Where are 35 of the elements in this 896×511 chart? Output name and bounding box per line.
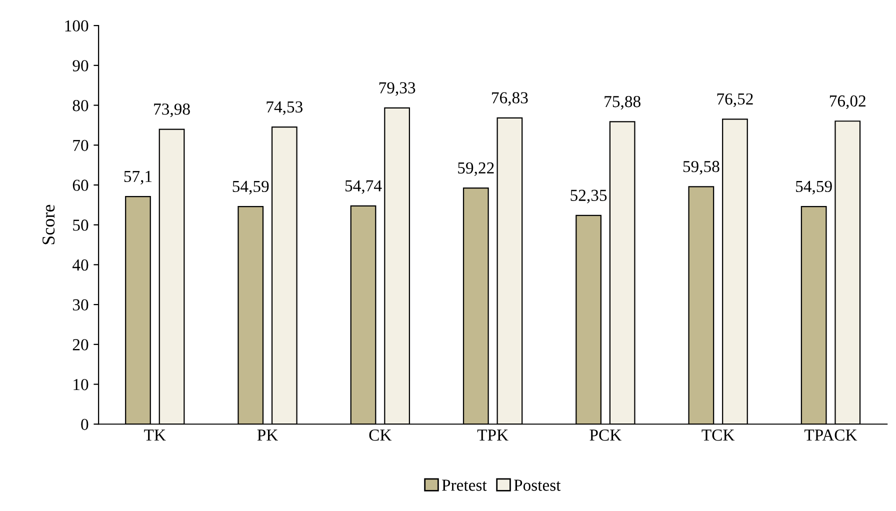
y-tick-label: 100 <box>65 20 88 32</box>
y-axis-title: Score <box>42 204 55 244</box>
y-tick-label: 50 <box>73 220 88 231</box>
data-label: 57,1 <box>124 170 152 184</box>
x-tick-label: TPK <box>477 430 508 441</box>
data-label: 54,74 <box>345 180 382 194</box>
data-label: 59,58 <box>683 160 720 175</box>
y-tick-label: 0 <box>81 418 88 430</box>
data-label: 73,98 <box>154 104 190 118</box>
x-tick-label: TK <box>144 430 166 441</box>
data-label: 79,33 <box>379 82 416 96</box>
y-tick-label: 30 <box>72 299 88 311</box>
y-tick-label: 90 <box>72 60 88 72</box>
y-tick-label: 60 <box>72 180 88 191</box>
y-tick-label: 20 <box>72 339 88 350</box>
data-label: 54,59 <box>232 180 269 194</box>
legend-label: Pretest <box>442 480 487 491</box>
x-tick-label: PCK <box>590 430 622 441</box>
y-tick-label: 40 <box>72 259 88 271</box>
x-tick-label: PK <box>257 430 278 441</box>
y-tick-label: 10 <box>74 378 88 390</box>
x-tick-label: TCK <box>702 430 735 441</box>
data-label: 59,22 <box>458 162 494 176</box>
data-label: 74,53 <box>266 101 303 115</box>
data-label: 76,83 <box>492 92 528 106</box>
y-tick-label: 70 <box>73 140 88 152</box>
data-label: 76,02 <box>830 95 866 110</box>
data-label: 52,35 <box>570 190 607 204</box>
x-tick-label: CK <box>369 430 392 441</box>
data-label: 54,59 <box>796 180 832 194</box>
x-tick-label: TPACK <box>804 430 858 441</box>
data-label: 76,52 <box>717 93 753 108</box>
legend-label: Postest <box>514 480 561 491</box>
y-tick-label: 80 <box>72 100 88 112</box>
data-label: 75,88 <box>604 96 640 110</box>
